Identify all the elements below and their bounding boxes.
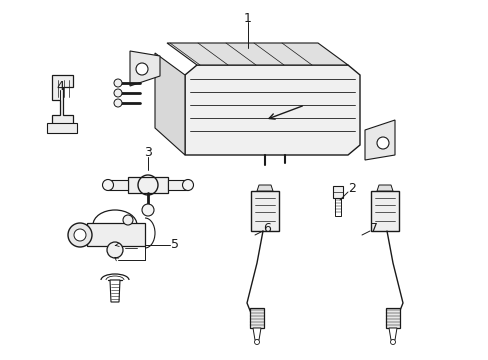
Polygon shape — [334, 198, 340, 216]
Polygon shape — [167, 43, 347, 65]
Polygon shape — [108, 180, 128, 190]
Polygon shape — [388, 328, 396, 340]
Circle shape — [114, 89, 122, 97]
Polygon shape — [128, 177, 168, 193]
Circle shape — [123, 215, 133, 225]
Circle shape — [74, 229, 86, 241]
Polygon shape — [155, 53, 184, 155]
Polygon shape — [376, 185, 392, 191]
Polygon shape — [87, 223, 145, 246]
Polygon shape — [249, 308, 264, 328]
Polygon shape — [364, 120, 394, 160]
Polygon shape — [184, 65, 359, 155]
Polygon shape — [257, 185, 272, 191]
Text: 1: 1 — [244, 12, 251, 24]
Polygon shape — [168, 180, 187, 190]
Circle shape — [68, 223, 92, 247]
Circle shape — [142, 204, 154, 216]
Polygon shape — [252, 328, 261, 340]
Polygon shape — [250, 191, 279, 231]
Text: 7: 7 — [369, 221, 377, 234]
Circle shape — [136, 63, 148, 75]
Text: 3: 3 — [144, 145, 152, 158]
Circle shape — [114, 99, 122, 107]
Polygon shape — [385, 308, 399, 328]
Text: 5: 5 — [171, 239, 179, 252]
Polygon shape — [52, 75, 73, 125]
Circle shape — [182, 180, 193, 190]
Circle shape — [390, 339, 395, 345]
Polygon shape — [47, 123, 77, 133]
Polygon shape — [332, 186, 342, 198]
Circle shape — [254, 339, 259, 345]
Circle shape — [114, 79, 122, 87]
Text: 4: 4 — [56, 80, 64, 93]
Text: 2: 2 — [347, 181, 355, 194]
Circle shape — [102, 180, 113, 190]
Polygon shape — [370, 191, 398, 231]
Text: 6: 6 — [263, 221, 270, 234]
Polygon shape — [130, 51, 160, 86]
Circle shape — [376, 137, 388, 149]
Polygon shape — [110, 280, 120, 302]
Circle shape — [107, 242, 123, 258]
